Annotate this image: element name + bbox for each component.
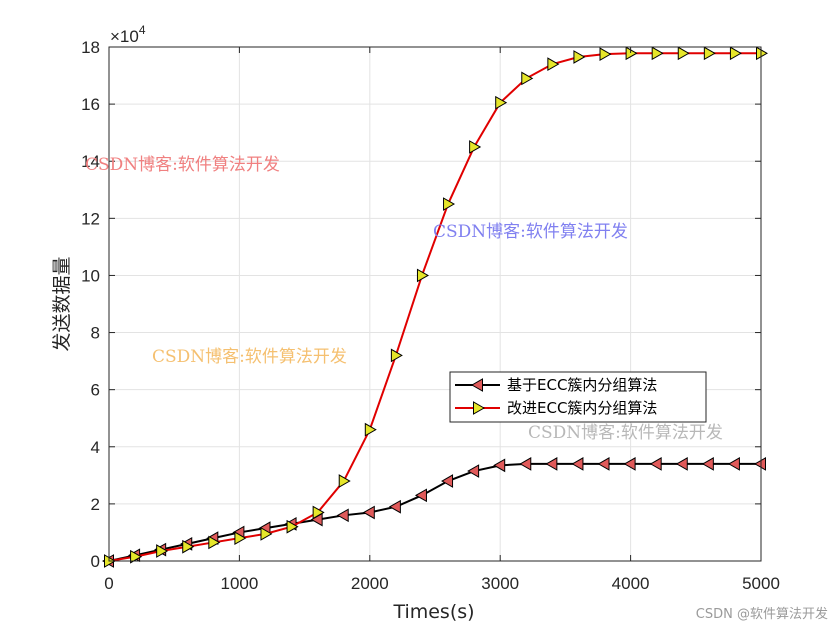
watermarks: CSDN博客:软件算法开发 CSDN博客:软件算法开发 CSDN博客:软件算法开… bbox=[85, 155, 723, 443]
data-point bbox=[208, 535, 221, 550]
legend-label: 改进ECC簇内分组算法 bbox=[507, 399, 657, 417]
plot-frame bbox=[108, 46, 762, 562]
data-point bbox=[390, 348, 403, 363]
data-point bbox=[729, 46, 742, 61]
data-point bbox=[362, 505, 375, 520]
x-tick-label: 4000 bbox=[612, 574, 650, 593]
data-point bbox=[441, 474, 454, 488]
data-point bbox=[312, 505, 325, 520]
data-point bbox=[469, 140, 482, 154]
y-axis-exponent: ×104 bbox=[110, 23, 146, 46]
x-tick-label: 1000 bbox=[220, 574, 258, 593]
y-tick-label: 16 bbox=[81, 95, 100, 114]
data-point bbox=[388, 499, 401, 514]
y-tick-label: 8 bbox=[91, 324, 100, 343]
legend-label: 基于ECC簇内分组算法 bbox=[507, 376, 657, 394]
data-point bbox=[519, 457, 532, 471]
legend-box bbox=[449, 371, 707, 423]
legend-entry-1: 基于ECC簇内分组算法 bbox=[455, 376, 657, 394]
y-tick-label: 18 bbox=[81, 38, 100, 57]
data-point bbox=[677, 46, 690, 61]
series-2 bbox=[104, 46, 769, 568]
y-axis-label: 发送数据量 bbox=[51, 256, 73, 351]
data-point bbox=[260, 527, 273, 541]
plot-background bbox=[109, 47, 761, 561]
data-point bbox=[416, 268, 429, 283]
watermark-4: CSDN博客:软件算法开发 bbox=[528, 423, 723, 443]
data-point bbox=[753, 457, 766, 471]
x-tick-label: 2000 bbox=[351, 574, 389, 593]
data-point bbox=[649, 457, 662, 471]
data-point bbox=[727, 457, 740, 471]
watermark-1: CSDN博客:软件算法开发 bbox=[85, 155, 280, 175]
legend-marker bbox=[473, 401, 486, 415]
data-point bbox=[493, 458, 506, 473]
y-exponent-base: ×10 bbox=[110, 27, 139, 46]
data-point bbox=[571, 457, 584, 471]
data-point bbox=[675, 457, 688, 471]
data-point bbox=[364, 422, 377, 437]
y-tick-label: 6 bbox=[91, 381, 100, 400]
x-tick-label: 3000 bbox=[481, 574, 519, 593]
data-point bbox=[545, 457, 558, 471]
x-axis-label: Times(s) bbox=[392, 601, 474, 623]
data-point bbox=[286, 519, 299, 534]
watermark-2: CSDN博客:软件算法开发 bbox=[433, 222, 628, 242]
data-point bbox=[599, 47, 612, 62]
plot-area bbox=[101, 46, 769, 568]
credit-text: CSDN @软件算法开发 bbox=[696, 606, 828, 622]
y-tick-label: 4 bbox=[91, 438, 100, 457]
data-point bbox=[573, 50, 586, 64]
data-point bbox=[414, 488, 427, 503]
x-tick-label: 5000 bbox=[742, 574, 780, 593]
data-point bbox=[625, 46, 638, 61]
data-point bbox=[547, 57, 560, 71]
legend-marker bbox=[470, 378, 483, 392]
data-point bbox=[234, 531, 247, 546]
data-point bbox=[597, 457, 610, 471]
data-point bbox=[467, 464, 480, 478]
data-point bbox=[130, 549, 143, 564]
y-exponent-power: 4 bbox=[139, 23, 146, 37]
data-point bbox=[156, 544, 169, 558]
y-tick-label: 14 bbox=[81, 152, 100, 171]
data-point bbox=[701, 457, 714, 471]
data-point bbox=[703, 46, 716, 61]
x-tick-label: 0 bbox=[104, 574, 113, 593]
series-layer bbox=[101, 46, 769, 568]
axis-ticks bbox=[108, 46, 762, 562]
y-tick-label: 0 bbox=[91, 552, 100, 571]
legend-entry-2: 改进ECC簇内分组算法 bbox=[455, 399, 657, 417]
data-point bbox=[623, 457, 636, 471]
y-tick-label: 12 bbox=[81, 209, 100, 228]
data-point bbox=[495, 95, 508, 110]
data-point bbox=[338, 474, 351, 488]
data-point bbox=[182, 539, 195, 554]
data-point bbox=[443, 197, 456, 211]
tick-labels: 0 1000 2000 3000 4000 5000 0 2 4 6 8 10 12 14 16 18 bbox=[81, 38, 780, 593]
data-point bbox=[336, 508, 349, 523]
y-tick-label: 10 bbox=[81, 266, 100, 285]
watermark-3: CSDN博客:软件算法开发 bbox=[152, 347, 347, 367]
data-point bbox=[521, 71, 534, 86]
data-point bbox=[651, 46, 664, 61]
y-tick-label: 2 bbox=[91, 495, 100, 514]
data-point bbox=[756, 46, 769, 61]
